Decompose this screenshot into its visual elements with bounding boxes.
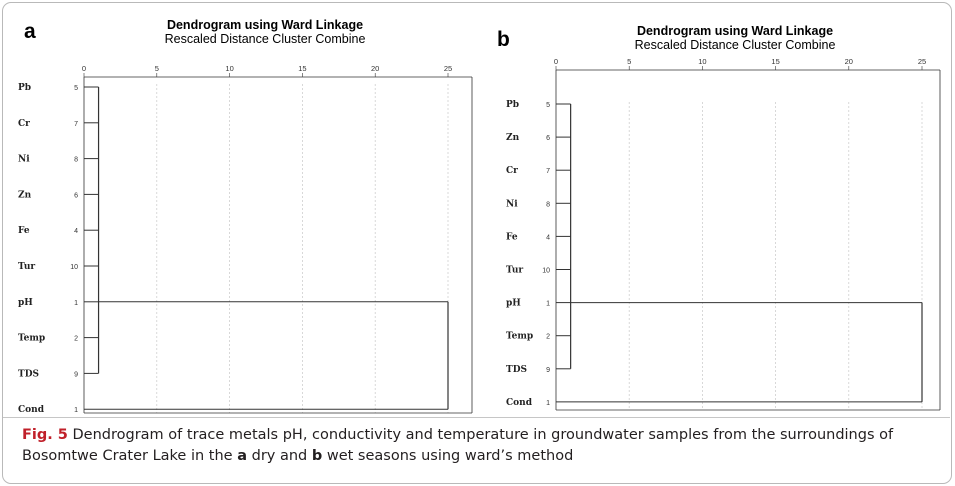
- leaf-index: 9: [74, 371, 78, 378]
- leaf-index: 8: [546, 201, 550, 208]
- leaf-label-cr: Cr: [18, 119, 30, 129]
- x-tick-label: 5: [155, 64, 159, 73]
- leaf-label-ni: Ni: [506, 199, 518, 209]
- leaf-label-temp: Temp: [506, 332, 533, 342]
- leaf-index: 1: [546, 301, 550, 308]
- caption-panel-b: b: [311, 448, 323, 464]
- caption-figure-label: Fig. 5: [22, 427, 68, 443]
- panel-a-title: Dendrogram using Ward Linkage: [166, 18, 364, 32]
- panel-a-subtitle: Rescaled Distance Cluster Combine: [164, 32, 366, 46]
- leaf-index: 10: [70, 264, 78, 271]
- x-tick-label: 20: [845, 57, 853, 66]
- x-tick-label: 0: [554, 57, 558, 66]
- x-tick-label: 25: [444, 64, 452, 73]
- caption-divider: [3, 417, 950, 418]
- leaf-label-pb: Pb: [18, 83, 31, 93]
- panel-b-subtitle: Rescaled Distance Cluster Combine: [634, 38, 836, 52]
- leaf-label-ph: pH: [506, 299, 521, 309]
- leaf-index: 1: [546, 400, 550, 407]
- leaf-index: 7: [546, 168, 550, 175]
- x-tick-label: 20: [371, 64, 379, 73]
- leaf-index: 5: [546, 102, 550, 109]
- figure-caption: Fig. 5 Dendrogram of trace metals pH, co…: [22, 425, 937, 467]
- caption-text-1: Dendrogram of trace metals pH, conductiv…: [22, 427, 894, 464]
- leaf-index: 10: [542, 268, 550, 275]
- leaf-label-ni: Ni: [18, 155, 30, 165]
- leaf-index: 1: [74, 300, 78, 307]
- leaf-index: 4: [74, 228, 78, 235]
- x-tick-label: 10: [225, 64, 233, 73]
- leaf-label-fe: Fe: [506, 232, 518, 242]
- leaf-index: 8: [74, 157, 78, 164]
- leaf-index: 6: [546, 135, 550, 142]
- x-tick-label: 10: [698, 57, 706, 66]
- panel-a-letter: a: [24, 20, 36, 43]
- x-tick-label: 15: [298, 64, 306, 73]
- leaf-index: 5: [74, 85, 78, 92]
- leaf-label-cond: Cond: [18, 405, 45, 415]
- panel-b-letter: b: [497, 28, 510, 51]
- caption-text-3: wet seasons using ward’s method: [322, 448, 574, 464]
- leaf-label-tds: TDS: [506, 365, 527, 375]
- leaf-index: 1: [74, 407, 78, 414]
- leaf-index: 4: [546, 234, 550, 241]
- leaf-label-tur: Tur: [18, 262, 35, 272]
- leaf-index: 2: [74, 336, 78, 343]
- leaf-label-tur: Tur: [506, 266, 523, 276]
- x-tick-label: 0: [82, 64, 86, 73]
- leaf-label-pb: Pb: [506, 100, 519, 110]
- leaf-label-ph: pH: [18, 298, 33, 308]
- leaf-label-fe: Fe: [18, 226, 30, 236]
- panel-b-title: Dendrogram using Ward Linkage: [636, 24, 834, 38]
- leaf-index: 2: [546, 334, 550, 341]
- leaf-index: 9: [546, 367, 550, 374]
- leaf-label-tds: TDS: [18, 369, 39, 379]
- x-tick-label: 25: [918, 57, 926, 66]
- leaf-label-temp: Temp: [18, 334, 45, 344]
- leaf-index: 7: [74, 121, 78, 128]
- caption-panel-a: a: [237, 448, 247, 464]
- leaf-label-zn: Zn: [506, 133, 520, 143]
- leaf-index: 6: [74, 192, 78, 199]
- leaf-label-cond: Cond: [506, 398, 533, 408]
- x-tick-label: 15: [771, 57, 779, 66]
- leaf-label-cr: Cr: [506, 166, 518, 176]
- x-tick-label: 5: [627, 57, 631, 66]
- leaf-label-zn: Zn: [18, 190, 32, 200]
- caption-text-2: dry and: [247, 448, 312, 464]
